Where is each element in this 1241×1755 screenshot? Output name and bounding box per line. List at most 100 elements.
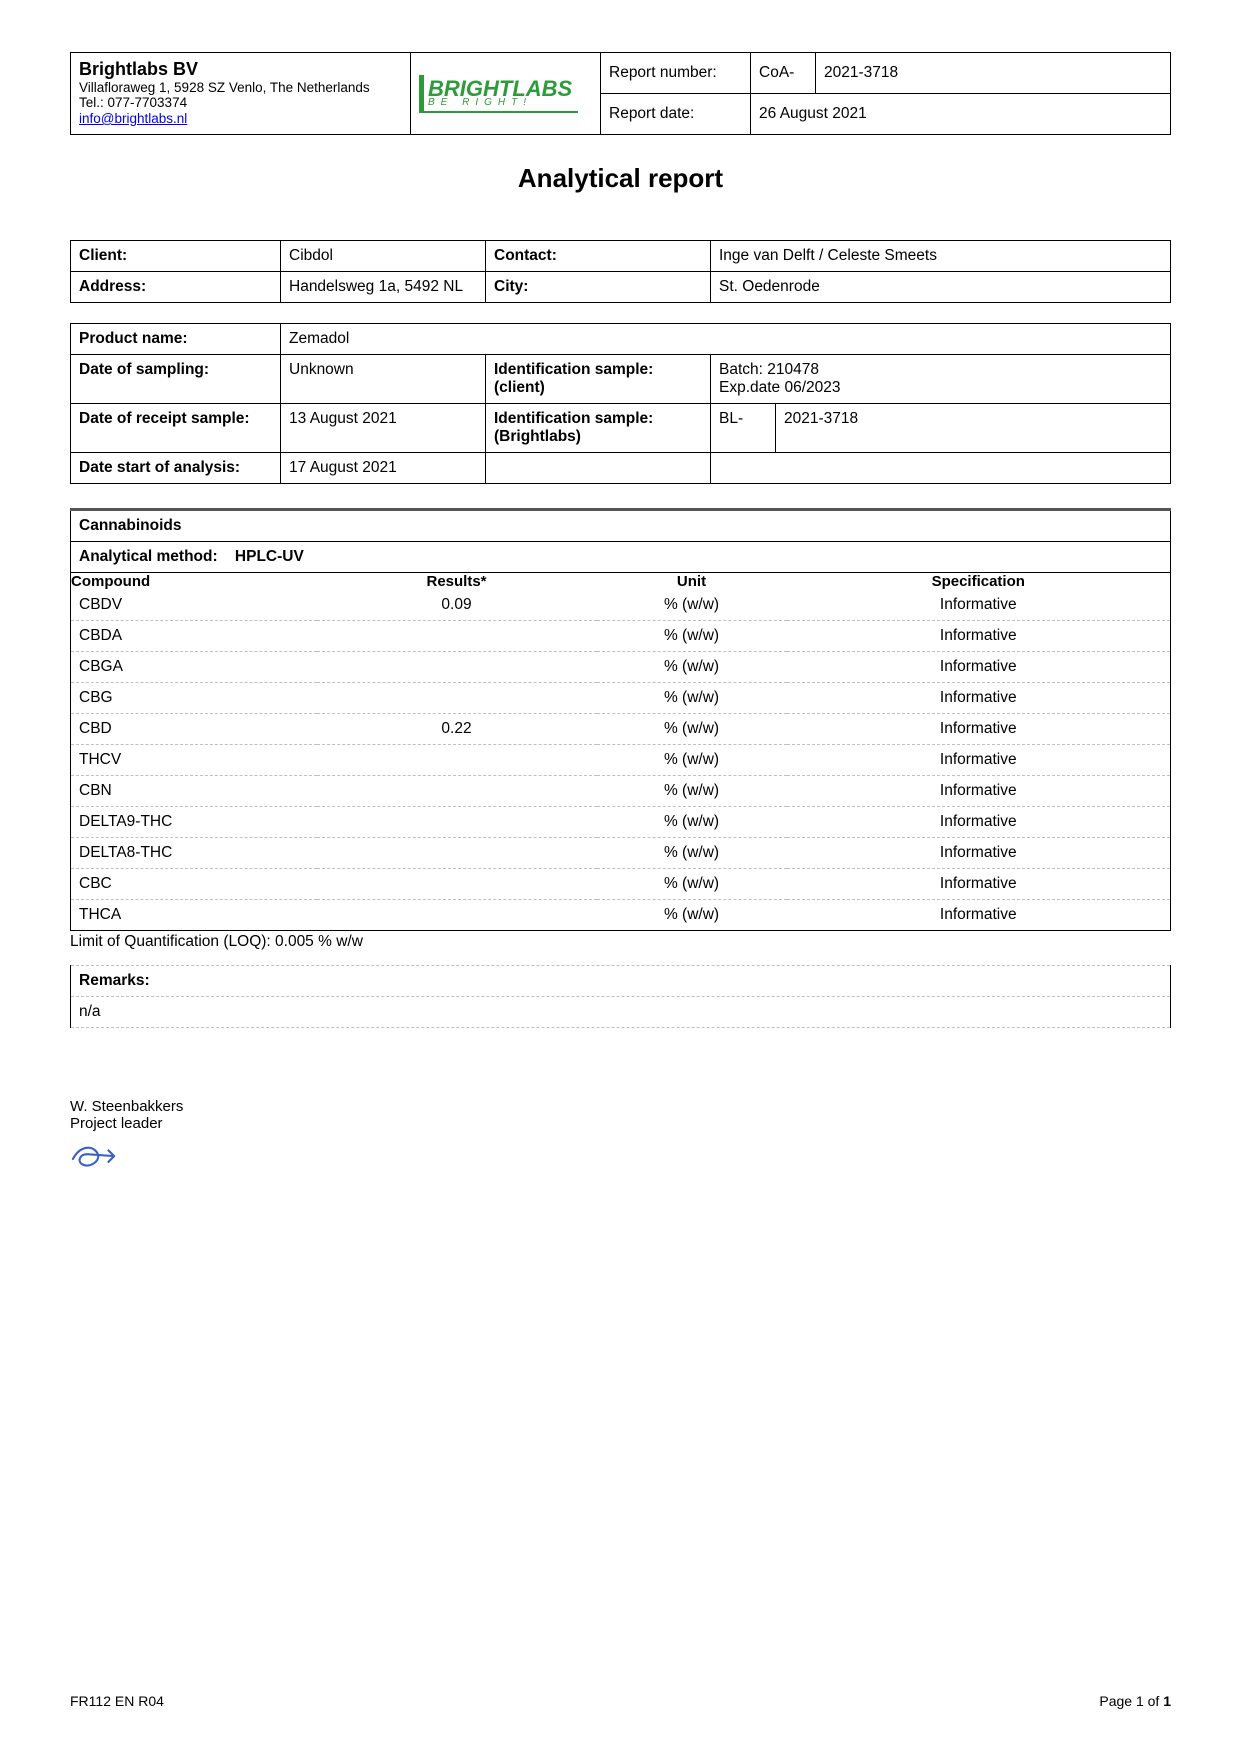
table-row: CBGA % (w/w)Informative [71,652,1171,683]
cell-compound: CBG [71,683,317,714]
city-label: City: [486,272,711,303]
cell-spec: Informative [787,590,1171,621]
report-date-value: 26 August 2021 [751,94,1171,135]
report-number-value: 2021-3718 [816,53,1171,94]
signatory-role: Project leader [70,1115,1171,1132]
contact-value: Inge van Delft / Celeste Smeets [711,241,1171,272]
cell-spec: Informative [787,869,1171,900]
cell-compound: CBC [71,869,317,900]
id-lab-label: Identification sample: (Brightlabs) [486,404,711,453]
cell-compound: THCV [71,745,317,776]
cell-unit: % (w/w) [597,900,787,931]
table-row: CBN % (w/w)Informative [71,776,1171,807]
report-number-label: Report number: [601,53,751,94]
date-start-label: Date start of analysis: [71,453,281,484]
results-table: Cannabinoids Analytical method: HPLC-UV … [70,511,1171,931]
id-client-label: Identification sample: (client) [486,355,711,404]
address-label: Address: [71,272,281,303]
cell-result [317,869,597,900]
cell-unit: % (w/w) [597,807,787,838]
address-value: Handelsweg 1a, 5492 NL [281,272,486,303]
table-row: CBDV0.09% (w/w)Informative [71,590,1171,621]
cell-compound: CBD [71,714,317,745]
product-name-label: Product name: [71,324,281,355]
col-spec: Specification [787,573,1171,591]
method-value: HPLC-UV [235,548,304,565]
footer-right: Page 1 of 1 [1099,1693,1171,1709]
header-table: Brightlabs BV Villafloraweg 1, 5928 SZ V… [70,52,1171,135]
cell-compound: THCA [71,900,317,931]
client-value: Cibdol [281,241,486,272]
cell-unit: % (w/w) [597,745,787,776]
cell-spec: Informative [787,621,1171,652]
cell-unit: % (w/w) [597,683,787,714]
cell-unit: % (w/w) [597,776,787,807]
cell-result [317,652,597,683]
date-receipt-value: 13 August 2021 [281,404,486,453]
date-sampling-label: Date of sampling: [71,355,281,404]
method-label: Analytical method: [79,548,218,565]
cell-compound: CBN [71,776,317,807]
signature-icon [70,1142,118,1176]
cell-spec: Informative [787,900,1171,931]
cell-spec: Informative [787,652,1171,683]
cell-result [317,838,597,869]
cell-compound: CBDV [71,590,317,621]
cell-unit: % (w/w) [597,838,787,869]
cell-compound: DELTA8-THC [71,838,317,869]
company-name: Brightlabs BV [79,59,402,80]
cell-spec: Informative [787,838,1171,869]
cell-result: 0.09 [317,590,597,621]
client-table: Client: Cibdol Contact: Inge van Delft /… [70,240,1171,303]
client-label: Client: [71,241,281,272]
cell-result [317,621,597,652]
loq-note: Limit of Quantification (LOQ): 0.005 % w… [70,933,1171,951]
footer-left: FR112 EN R04 [70,1693,164,1709]
col-results: Results* [317,573,597,591]
id-lab-prefix: BL- [711,404,776,453]
table-row: CBG % (w/w)Informative [71,683,1171,714]
cell-spec: Informative [787,683,1171,714]
cell-result [317,900,597,931]
cell-spec: Informative [787,807,1171,838]
date-receipt-label: Date of receipt sample: [71,404,281,453]
cell-result [317,683,597,714]
results-section-title: Cannabinoids [71,511,1171,542]
cell-spec: Informative [787,714,1171,745]
table-row: CBDA % (w/w)Informative [71,621,1171,652]
product-table: Product name: Zemadol Date of sampling: … [70,323,1171,484]
cell-unit: % (w/w) [597,869,787,900]
table-row: DELTA8-THC % (w/w)Informative [71,838,1171,869]
company-address: Villafloraweg 1, 5928 SZ Venlo, The Neth… [79,80,402,95]
cell-compound: CBGA [71,652,317,683]
company-tel: Tel.: 077-7703374 [79,95,402,110]
remarks-table: Remarks: n/a [70,965,1171,1028]
table-row: DELTA9-THC% (w/w)Informative [71,807,1171,838]
table-row: THCA % (w/w)Informative [71,900,1171,931]
contact-label: Contact: [486,241,711,272]
product-name-value: Zemadol [281,324,1171,355]
cell-spec: Informative [787,776,1171,807]
remarks-value: n/a [71,997,1171,1028]
cell-unit: % (w/w) [597,590,787,621]
cell-compound: CBDA [71,621,317,652]
report-title: Analytical report [70,163,1171,194]
cell-unit: % (w/w) [597,621,787,652]
date-sampling-value: Unknown [281,355,486,404]
id-client-value: Batch: 210478 Exp.date 06/2023 [711,355,1171,404]
report-number-prefix: CoA- [751,53,816,94]
report-date-label: Report date: [601,94,751,135]
cell-result [317,745,597,776]
brightlabs-logo: BRIGHTLABS BE RIGHT! [419,75,578,113]
table-row: CBD0.22% (w/w)Informative [71,714,1171,745]
cell-unit: % (w/w) [597,652,787,683]
city-value: St. Oedenrode [711,272,1171,303]
cell-result [317,807,597,838]
company-email-link[interactable]: info@brightlabs.nl [79,111,187,126]
col-unit: Unit [597,573,787,591]
cell-result: 0.22 [317,714,597,745]
cell-unit: % (w/w) [597,714,787,745]
remarks-label: Remarks: [71,966,1171,997]
id-lab-value: 2021-3718 [776,404,1171,453]
date-start-value: 17 August 2021 [281,453,486,484]
